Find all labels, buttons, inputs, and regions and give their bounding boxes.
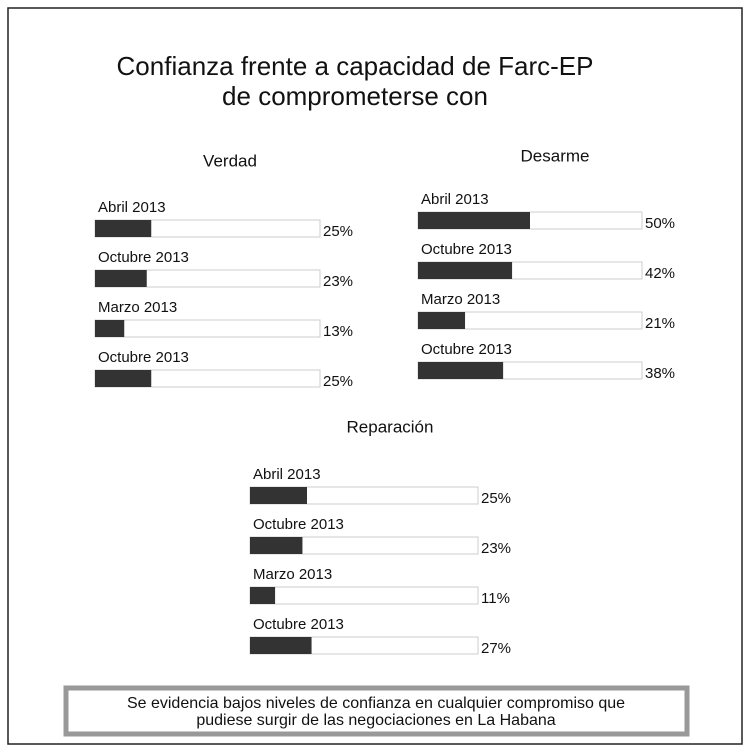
- bar: [418, 312, 466, 329]
- value-label: 50%: [645, 215, 675, 232]
- bar: [418, 262, 513, 279]
- bar-track: [249, 586, 479, 605]
- category-label: Octubre 2013: [421, 341, 512, 358]
- value-label: 27%: [481, 640, 511, 657]
- bar: [95, 270, 147, 287]
- category-label: Marzo 2013: [253, 566, 332, 583]
- value-label: 23%: [323, 273, 353, 290]
- category-label: Octubre 2013: [98, 249, 189, 266]
- value-label: 11%: [481, 590, 510, 607]
- category-label: Abril 2013: [98, 199, 166, 216]
- value-label: 13%: [323, 323, 353, 340]
- bar: [95, 220, 152, 237]
- value-label: 38%: [645, 365, 675, 382]
- bar: [250, 487, 307, 504]
- panel-title: Verdad: [203, 151, 257, 170]
- panel-title: Reparación: [347, 417, 434, 436]
- category-label: Marzo 2013: [98, 299, 177, 316]
- bar-track: [94, 319, 321, 338]
- chart-title: de comprometerse con: [222, 81, 488, 111]
- value-label: 25%: [323, 223, 353, 240]
- category-label: Octubre 2013: [253, 616, 344, 633]
- value-label: 25%: [323, 373, 353, 390]
- category-label: Octubre 2013: [253, 516, 344, 533]
- chart-title: Confianza frente a capacidad de Farc-EP: [117, 51, 594, 81]
- note: Se evidencia bajos niveles de confianza …: [127, 695, 625, 712]
- value-label: 42%: [645, 265, 675, 282]
- value-label: 21%: [645, 315, 675, 332]
- bar: [250, 537, 303, 554]
- note: pudiese surgir de las negociaciones en L…: [196, 712, 555, 729]
- bar: [418, 362, 504, 379]
- category-label: Octubre 2013: [421, 241, 512, 258]
- bar: [250, 637, 312, 654]
- bar: [95, 320, 125, 337]
- category-label: Marzo 2013: [421, 291, 500, 308]
- bar: [418, 212, 530, 229]
- category-label: Abril 2013: [421, 191, 489, 208]
- bar: [250, 587, 276, 604]
- bar: [95, 370, 152, 387]
- category-label: Abril 2013: [253, 466, 321, 483]
- value-label: 25%: [481, 490, 511, 507]
- value-label: 23%: [481, 540, 511, 557]
- note-box: [63, 685, 690, 737]
- category-label: Octubre 2013: [98, 349, 189, 366]
- panel-title: Desarme: [521, 146, 590, 165]
